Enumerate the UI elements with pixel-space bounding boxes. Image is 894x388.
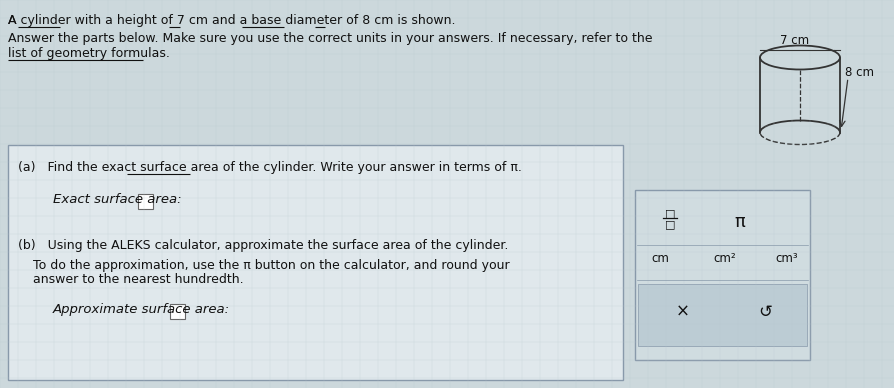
FancyBboxPatch shape — [638, 284, 807, 346]
Text: 8 cm: 8 cm — [845, 66, 874, 78]
Text: A cylinder with a height of 7 cm and a base diameter of 8 cm is shown.: A cylinder with a height of 7 cm and a b… — [8, 14, 456, 27]
Text: To do the approximation, use the π button on the calculator, and round your: To do the approximation, use the π butto… — [33, 259, 510, 272]
Text: list of geometry formulas.: list of geometry formulas. — [8, 47, 170, 60]
Text: cm³: cm³ — [776, 252, 798, 265]
Text: (a)   Find the exact surface area of the cylinder. Write your answer in terms of: (a) Find the exact surface area of the c… — [18, 161, 522, 174]
Text: cm: cm — [651, 252, 669, 265]
Text: (b)   Using the ALEKS calculator, approximate the surface area of the cylinder.: (b) Using the ALEKS calculator, approxim… — [18, 239, 509, 252]
Text: ↺: ↺ — [758, 303, 772, 321]
Text: Answer the parts below. Make sure you use the correct units in your answers. If : Answer the parts below. Make sure you us… — [8, 32, 653, 45]
Text: ×: × — [676, 303, 690, 321]
Text: Approximate surface area:: Approximate surface area: — [53, 303, 230, 316]
Text: □: □ — [665, 208, 675, 218]
FancyBboxPatch shape — [170, 303, 184, 319]
Text: 7 cm: 7 cm — [780, 35, 810, 47]
Text: π: π — [735, 213, 746, 231]
Text: □: □ — [665, 219, 675, 229]
Text: cm²: cm² — [713, 252, 737, 265]
Text: Exact surface area:: Exact surface area: — [53, 193, 181, 206]
Text: A: A — [8, 14, 21, 27]
Text: answer to the nearest hundredth.: answer to the nearest hundredth. — [33, 273, 244, 286]
FancyBboxPatch shape — [635, 190, 810, 360]
FancyBboxPatch shape — [139, 194, 153, 208]
FancyBboxPatch shape — [8, 145, 623, 380]
